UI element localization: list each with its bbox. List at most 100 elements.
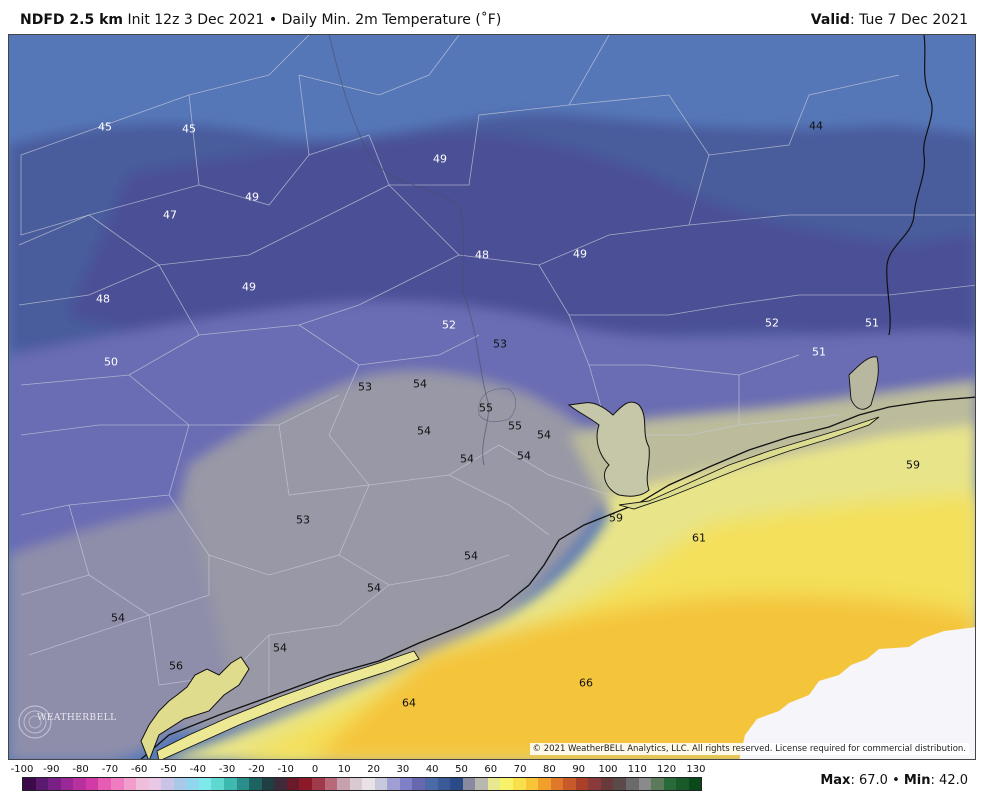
colorbar-tick: 110 xyxy=(627,764,647,775)
colorbar-swatch xyxy=(638,778,652,790)
colorbar-tick: -90 xyxy=(43,764,60,775)
temp-label: 54 xyxy=(460,452,474,466)
colorbar-swatch xyxy=(374,778,388,790)
colorbar-swatch xyxy=(676,778,689,790)
colorbar-swatch xyxy=(600,778,614,790)
temp-label: 44 xyxy=(809,119,823,133)
colorbar-swatch xyxy=(399,778,413,790)
stats-bullet: • xyxy=(892,773,900,788)
temp-label: 54 xyxy=(464,549,478,563)
colorbar-tick: -70 xyxy=(101,764,119,775)
colorbar-swatch xyxy=(161,778,174,790)
colorbar-swatch xyxy=(525,778,539,790)
houston-loop xyxy=(478,388,517,422)
colorbar-tick: 0 xyxy=(311,764,319,775)
min-label: Min xyxy=(903,773,931,788)
colorbar-swatch xyxy=(387,778,400,790)
temp-label: 49 xyxy=(433,152,447,166)
colorbar-tick: 10 xyxy=(337,764,351,775)
colorbar-tick: -50 xyxy=(160,764,177,775)
colorbar-swatch xyxy=(512,778,526,790)
temp-label: 54 xyxy=(517,449,531,463)
temp-label: 59 xyxy=(609,511,623,525)
colorbar-swatch xyxy=(651,778,664,790)
colorbar-swatch xyxy=(538,778,551,790)
colorbar-swatch xyxy=(487,778,501,790)
temp-label: 53 xyxy=(358,380,372,394)
colorbar-swatch xyxy=(249,778,262,790)
colorbar-swatch xyxy=(224,778,237,790)
temp-label: 66 xyxy=(579,676,593,690)
colorbar-swatch xyxy=(550,778,564,790)
weatherbell-logo: WEATHERBELL xyxy=(15,699,135,745)
colorbar-swatch xyxy=(500,778,513,790)
colorbar-swatch xyxy=(186,778,199,790)
colorbar-swatch xyxy=(148,778,162,790)
colorbar-swatch xyxy=(563,778,576,790)
max-value: : 67.0 xyxy=(850,773,888,788)
colorbar-swatch xyxy=(73,778,86,790)
temp-label: 56 xyxy=(169,659,183,673)
colorbar-tick: -30 xyxy=(218,764,236,775)
colorbar-tick: -20 xyxy=(248,764,265,775)
colorbar-swatch xyxy=(362,778,375,790)
colorbar-swatch xyxy=(337,778,350,790)
matagorda-peninsula xyxy=(156,650,420,759)
colorbar-swatch xyxy=(236,778,250,790)
colorbar-swatch xyxy=(349,778,363,790)
map-fill-svg xyxy=(9,35,975,759)
temp-label: 48 xyxy=(96,292,110,306)
temp-label: 52 xyxy=(765,316,779,330)
no-data-area xyxy=(739,627,975,759)
colorbar-swatch xyxy=(462,778,476,790)
colorbar-tick: -10 xyxy=(277,764,294,775)
temp-label: 55 xyxy=(508,419,522,433)
temp-label: 53 xyxy=(296,513,310,527)
colorbar-tick: 80 xyxy=(543,764,556,775)
colorbar-swatch xyxy=(261,778,275,790)
colorbar-swatch xyxy=(450,778,463,790)
valid-date: Tue 7 Dec 2021 xyxy=(859,12,968,28)
coastline xyxy=(140,396,975,759)
colorbar-tick: 60 xyxy=(484,764,498,775)
colorbar-swatch xyxy=(60,778,74,790)
colorbar-swatch xyxy=(412,778,425,790)
colorbar-swatch xyxy=(23,778,36,790)
valid-label: Valid xyxy=(810,12,850,28)
colorbar-swatch xyxy=(173,778,187,790)
temp-label: 49 xyxy=(573,247,587,261)
colorbar-swatch xyxy=(588,778,601,790)
county-lines xyxy=(18,35,975,715)
colorbar-swatch xyxy=(575,778,589,790)
temp-label: 54 xyxy=(537,428,551,442)
map-title: NDFD 2.5 km Init 12z 3 Dec 2021 • Daily … xyxy=(20,12,501,28)
colorbar-swatch xyxy=(35,778,49,790)
temp-label: 49 xyxy=(245,190,259,204)
min-value: : 42.0 xyxy=(930,773,968,788)
colorbar-tick: -100 xyxy=(10,764,34,775)
temp-label: 49 xyxy=(242,280,256,294)
colorbar-swatch xyxy=(98,778,111,790)
colorbar-tick: -40 xyxy=(189,764,206,775)
header: NDFD 2.5 km Init 12z 3 Dec 2021 • Daily … xyxy=(0,0,984,34)
temp-label: 53 xyxy=(493,337,507,351)
colorbar-swatch xyxy=(311,778,325,790)
colorbar-swatch xyxy=(324,778,338,790)
colorbar-swatch xyxy=(198,778,212,790)
colorbar-swatch xyxy=(299,778,312,790)
colorbar-swatch xyxy=(425,778,438,790)
model-name: NDFD 2.5 km xyxy=(20,12,123,28)
temp-label: 45 xyxy=(98,120,112,134)
temp-label: 54 xyxy=(417,424,431,438)
temp-label: 54 xyxy=(273,641,287,655)
valid-time: Valid: Tue 7 Dec 2021 xyxy=(811,12,968,28)
colorbar-tick: 130 xyxy=(686,764,706,775)
colorbar-swatch xyxy=(274,778,287,790)
max-min-stats: Max: 67.0 • Min: 42.0 xyxy=(820,773,968,788)
colorbar-tick: 120 xyxy=(657,764,677,775)
temp-label: 50 xyxy=(104,355,118,369)
temperature-colorbar xyxy=(22,777,702,791)
init-time: Init 12z 3 Dec 2021 xyxy=(127,12,265,28)
temp-label: 54 xyxy=(111,611,125,625)
colorbar-swatch xyxy=(626,778,639,790)
